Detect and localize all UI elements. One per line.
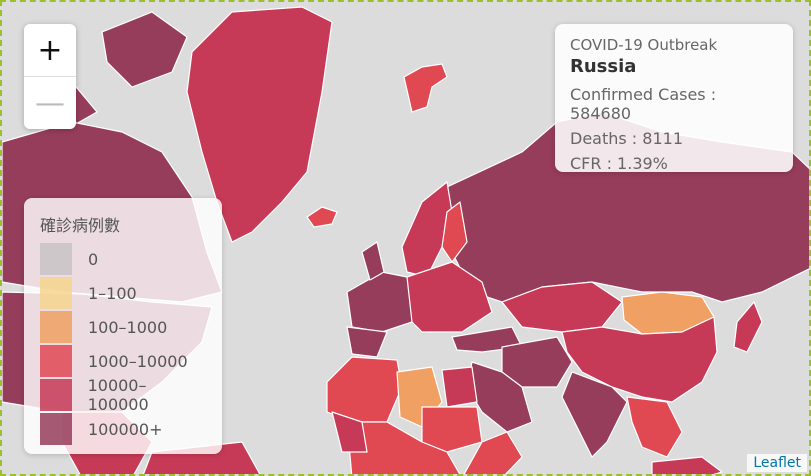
legend-label: 10000–100000 [87, 376, 149, 414]
legend-swatch [40, 243, 72, 275]
info-deaths: Deaths : 8111 [570, 129, 683, 148]
country-greenland[interactable] [186, 6, 333, 243]
country-spain[interactable] [346, 326, 388, 358]
legend-item: 100–1000 [40, 310, 206, 344]
country-india[interactable] [561, 371, 628, 458]
legend-label: 100000+ [88, 419, 163, 439]
country-egypt[interactable] [441, 366, 478, 408]
legend-item: 10000–100000 [40, 376, 206, 414]
country-indonesia[interactable] [651, 456, 723, 476]
legend-swatch [40, 277, 72, 309]
legend-swatch [40, 345, 72, 377]
country-east-africa[interactable] [462, 431, 523, 476]
legend-item: 1–100 [40, 276, 206, 310]
legend-label: 100–1000 [88, 317, 168, 337]
legend-swatch [40, 311, 72, 343]
info-panel: COVID-19 Outbreak Russia Confirmed Cases… [555, 24, 793, 173]
leaflet-attribution-link[interactable]: Leaflet [747, 454, 807, 472]
country-central-africa[interactable] [346, 421, 462, 476]
legend-swatch [40, 413, 72, 445]
info-cfr: CFR : 1.39% [570, 154, 668, 173]
country-china[interactable] [561, 316, 718, 403]
legend-item: 0 [40, 242, 206, 276]
legend: 確診病例數 0 1–100 100–1000 1000–10000 10000–… [24, 198, 222, 454]
zoom-in-button[interactable]: + [37, 32, 63, 68]
legend-title: 確診病例數 [40, 216, 121, 235]
country-japan[interactable] [733, 301, 763, 353]
zoom-out-button[interactable]: — [24, 76, 76, 129]
country-iceland[interactable] [306, 206, 338, 228]
legend-label: 1–100 [88, 283, 137, 303]
info-country-name: Russia [570, 56, 637, 77]
country-finland[interactable] [441, 201, 468, 263]
zoom-control: + — [24, 24, 76, 129]
country-se-asia[interactable] [626, 396, 683, 458]
legend-item: 100000+ [40, 412, 206, 446]
country-sudan[interactable] [421, 406, 483, 453]
legend-label: 1000–10000 [88, 351, 188, 371]
legend-item: 1000–10000 [40, 344, 206, 378]
legend-swatch [40, 379, 72, 411]
country-north-africa-west[interactable] [326, 356, 403, 423]
info-confirmed-cases: Confirmed Cases : 584680 [570, 85, 717, 123]
country-europe-east[interactable] [406, 261, 493, 333]
country-uk[interactable] [361, 241, 385, 281]
info-title: COVID-19 Outbreak [570, 36, 718, 54]
country-kazakhstan[interactable] [501, 281, 623, 333]
legend-label: 0 [88, 249, 99, 269]
country-west-africa[interactable] [331, 411, 368, 453]
country-svalbard[interactable] [403, 63, 448, 113]
